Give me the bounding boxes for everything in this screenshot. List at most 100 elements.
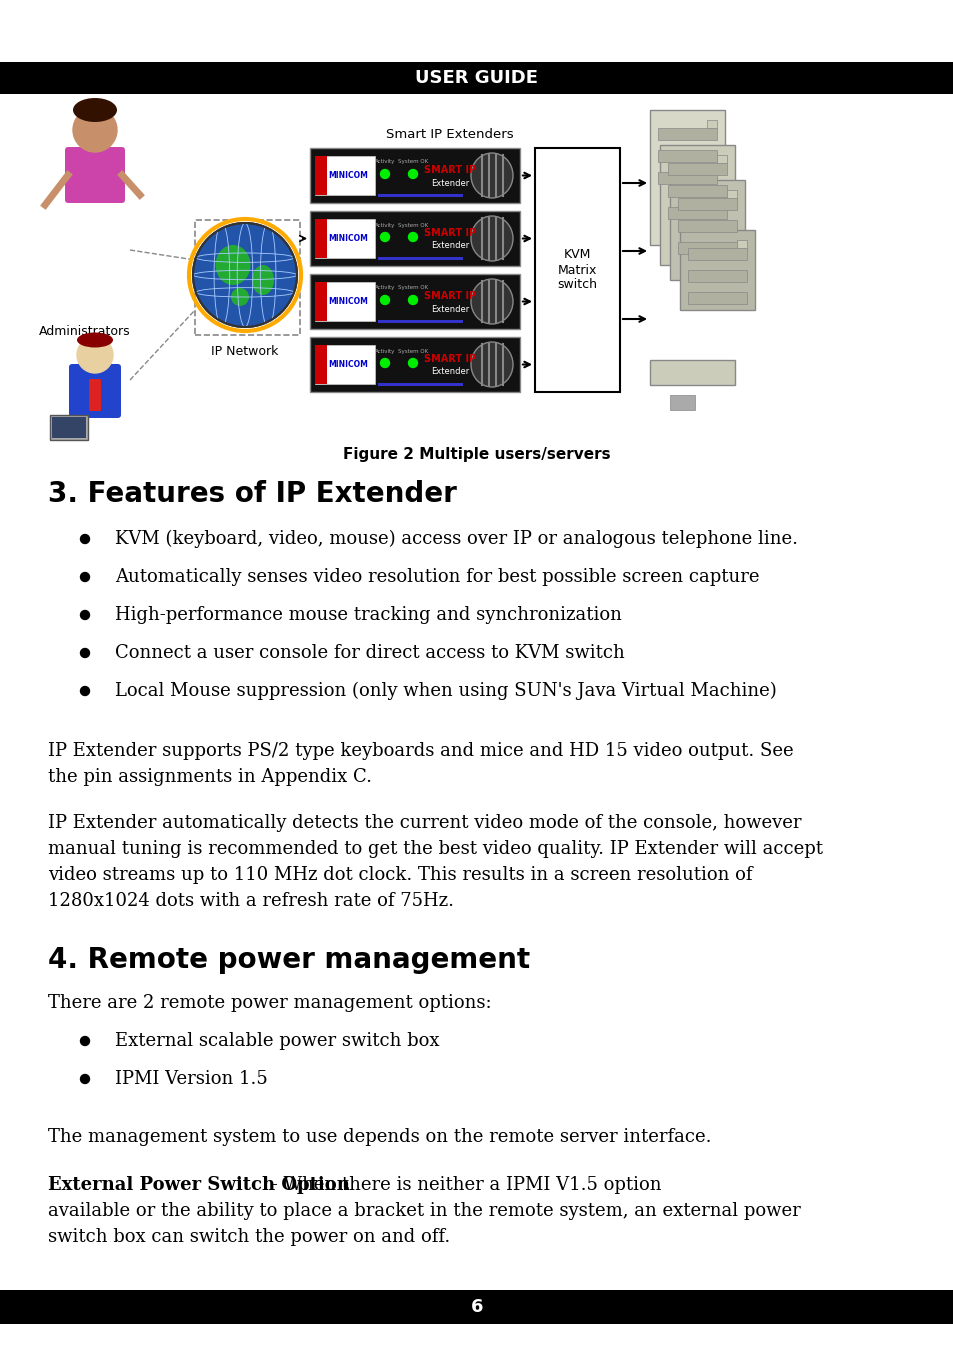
Bar: [0, 1290, 953, 1324]
Bar: [314, 345, 327, 384]
Bar: [52, 416, 86, 438]
Ellipse shape: [193, 223, 296, 327]
Circle shape: [80, 649, 90, 657]
Bar: [194, 220, 299, 335]
Text: Extender: Extender: [431, 178, 469, 188]
Text: MINICOM: MINICOM: [328, 234, 368, 243]
Text: USER GUIDE: USER GUIDE: [416, 69, 537, 87]
Ellipse shape: [215, 245, 251, 285]
Text: the pin assignments in Appendix C.: the pin assignments in Appendix C.: [48, 768, 372, 786]
Ellipse shape: [471, 279, 513, 324]
Ellipse shape: [73, 97, 117, 122]
Bar: [667, 185, 726, 197]
Text: Extender: Extender: [431, 242, 469, 250]
Circle shape: [73, 108, 117, 151]
Bar: [0, 62, 953, 95]
Bar: [310, 274, 519, 329]
Text: Local Mouse suppression (only when using SUN's Java Virtual Machine): Local Mouse suppression (only when using…: [115, 681, 776, 700]
Bar: [687, 247, 746, 260]
FancyBboxPatch shape: [89, 379, 101, 411]
Bar: [310, 211, 519, 266]
Circle shape: [408, 233, 417, 242]
Circle shape: [80, 1037, 90, 1045]
Circle shape: [80, 534, 90, 544]
Circle shape: [80, 687, 90, 695]
Text: External scalable power switch box: External scalable power switch box: [115, 1032, 439, 1051]
Bar: [678, 197, 737, 210]
Ellipse shape: [77, 333, 112, 347]
Text: External Power Switch Option: External Power Switch Option: [48, 1176, 350, 1194]
Circle shape: [380, 358, 389, 368]
Circle shape: [80, 1075, 90, 1083]
Ellipse shape: [471, 153, 513, 197]
Text: System OK: System OK: [397, 160, 428, 165]
Bar: [659, 145, 734, 265]
Bar: [658, 150, 717, 162]
Bar: [717, 155, 726, 164]
Text: Connect a user console for direct access to KVM switch: Connect a user console for direct access…: [115, 644, 624, 662]
Bar: [649, 110, 724, 245]
Bar: [377, 193, 462, 197]
Text: MINICOM: MINICOM: [328, 297, 368, 306]
Ellipse shape: [471, 342, 513, 387]
Circle shape: [408, 169, 417, 178]
Bar: [314, 283, 375, 320]
Bar: [679, 230, 754, 310]
Bar: [314, 345, 375, 384]
Text: video streams up to 110 MHz dot clock. This results in a screen resolution of: video streams up to 110 MHz dot clock. T…: [48, 867, 752, 884]
Text: Activity: Activity: [375, 285, 395, 291]
Text: 6: 6: [470, 1298, 483, 1315]
Text: switch box can switch the power on and off.: switch box can switch the power on and o…: [48, 1228, 450, 1247]
Bar: [314, 155, 375, 195]
Bar: [706, 120, 717, 128]
Bar: [667, 164, 726, 174]
Bar: [310, 337, 519, 392]
Text: MINICOM: MINICOM: [328, 360, 368, 369]
Text: Activity: Activity: [375, 223, 395, 227]
Circle shape: [80, 611, 90, 619]
Text: available or the ability to place a bracket in the remote system, an external po: available or the ability to place a brac…: [48, 1202, 800, 1220]
Text: MINICOM: MINICOM: [328, 170, 368, 180]
Circle shape: [408, 296, 417, 304]
Bar: [658, 172, 717, 184]
Circle shape: [380, 233, 389, 242]
Text: There are 2 remote power management options:: There are 2 remote power management opti…: [48, 994, 491, 1013]
Text: IP Extender supports PS/2 type keyboards and mice and HD 15 video output. See: IP Extender supports PS/2 type keyboards…: [48, 742, 793, 760]
Circle shape: [380, 169, 389, 178]
Text: 1280x1024 dots with a refresh rate of 75Hz.: 1280x1024 dots with a refresh rate of 75…: [48, 892, 454, 910]
Text: SMART IP: SMART IP: [423, 228, 476, 238]
Bar: [314, 283, 327, 320]
Text: Administrators: Administrators: [39, 324, 131, 338]
Bar: [669, 180, 744, 280]
Bar: [658, 128, 717, 141]
Bar: [314, 219, 375, 258]
Bar: [314, 155, 327, 195]
Ellipse shape: [471, 216, 513, 261]
Text: Smart IP Extenders: Smart IP Extenders: [386, 128, 514, 141]
Bar: [669, 395, 695, 410]
Text: System OK: System OK: [397, 285, 428, 291]
Text: IP Extender automatically detects the current video mode of the console, however: IP Extender automatically detects the cu…: [48, 814, 801, 831]
Bar: [687, 292, 746, 304]
Text: System OK: System OK: [397, 349, 428, 353]
Text: KVM (keyboard, video, mouse) access over IP or analogous telephone line.: KVM (keyboard, video, mouse) access over…: [115, 530, 797, 549]
Text: Extender: Extender: [431, 304, 469, 314]
Bar: [377, 383, 462, 387]
Text: IP Network: IP Network: [212, 345, 278, 358]
Bar: [649, 360, 734, 385]
Text: KVM
Matrix
switch: KVM Matrix switch: [557, 249, 597, 292]
FancyBboxPatch shape: [65, 147, 125, 203]
Text: High-performance mouse tracking and synchronization: High-performance mouse tracking and sync…: [115, 606, 621, 625]
Ellipse shape: [231, 288, 249, 306]
Circle shape: [380, 296, 389, 304]
Bar: [535, 147, 619, 392]
FancyBboxPatch shape: [69, 364, 121, 418]
Text: - When there is neither a IPMI V1.5 option: - When there is neither a IPMI V1.5 opti…: [266, 1176, 661, 1194]
Text: Extender: Extender: [431, 368, 469, 376]
Bar: [50, 415, 88, 439]
Bar: [377, 320, 462, 323]
Text: SMART IP: SMART IP: [423, 354, 476, 364]
Bar: [678, 242, 737, 254]
Bar: [314, 219, 327, 258]
Text: Activity: Activity: [375, 160, 395, 165]
